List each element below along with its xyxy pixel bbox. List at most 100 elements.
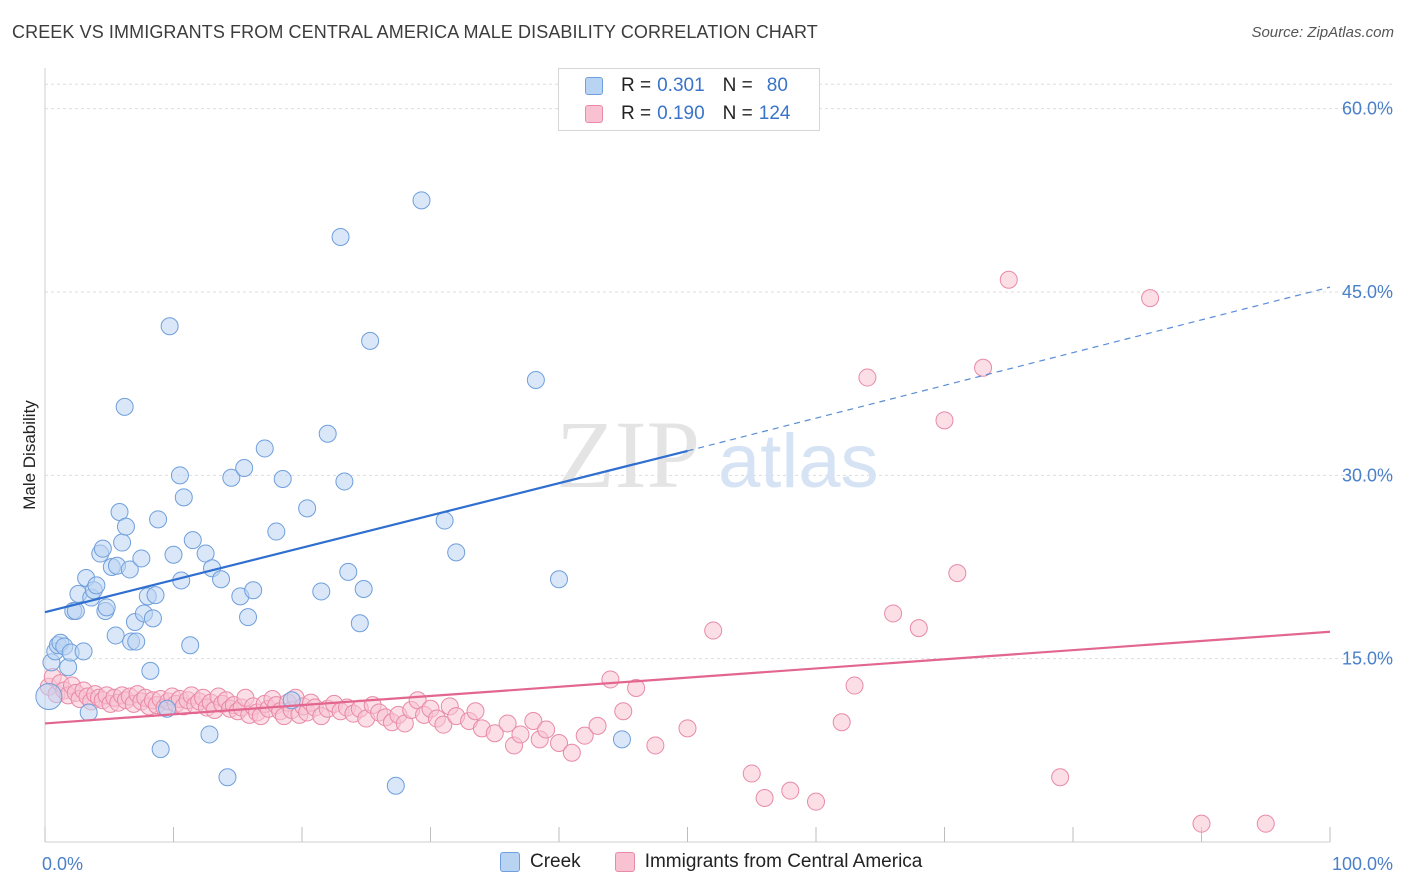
immigrants-point bbox=[511, 725, 530, 744]
immigrants-point bbox=[999, 270, 1018, 289]
immigrants-point bbox=[884, 604, 903, 623]
creek-point bbox=[318, 424, 337, 443]
creek-point bbox=[212, 570, 231, 589]
stats-legend: R = 0.301 N = 80 R = 0.190 N = 124 bbox=[558, 68, 820, 131]
creek-trend-line bbox=[44, 449, 688, 614]
immigrants-point bbox=[858, 368, 877, 387]
immigrants-point bbox=[948, 564, 967, 583]
creek-point bbox=[350, 614, 369, 633]
creek-point bbox=[526, 371, 545, 389]
immigrants-legend-swatch bbox=[614, 852, 635, 872]
y-axis-label: Male Disability bbox=[20, 400, 39, 510]
immigrants-point bbox=[909, 619, 928, 638]
creek-point bbox=[239, 608, 258, 627]
creek-point bbox=[151, 740, 170, 759]
creek-points bbox=[35, 191, 631, 795]
creek-point bbox=[244, 581, 263, 600]
creek-point bbox=[158, 699, 177, 718]
creek-point bbox=[386, 776, 405, 795]
creek-point bbox=[312, 582, 331, 601]
y-tick-labels: 15.0% 30.0% 45.0% 60.0% bbox=[1342, 99, 1393, 669]
immigrants-point bbox=[742, 764, 761, 783]
immigrants-legend-label: Immigrants from Central America bbox=[644, 851, 923, 872]
immigrants-point bbox=[781, 781, 800, 800]
immigrants-swatch bbox=[585, 105, 603, 123]
creek-point bbox=[93, 539, 112, 558]
series-legend: Creek Immigrants from Central America bbox=[500, 851, 922, 873]
creek-point bbox=[141, 661, 160, 680]
creek-point bbox=[181, 636, 200, 655]
creek-point bbox=[435, 511, 454, 530]
immigrants-point bbox=[588, 716, 607, 735]
creek-point bbox=[298, 499, 317, 518]
legend-n-value: 80 bbox=[766, 75, 788, 96]
creek-point bbox=[183, 531, 202, 550]
watermark: ZIP atlas bbox=[556, 401, 879, 508]
creek-swatch bbox=[585, 77, 603, 95]
creek-point bbox=[132, 549, 151, 568]
chart-source: Source: ZipAtlas.com bbox=[1251, 24, 1394, 41]
immigrants-point bbox=[575, 726, 594, 745]
legend-n-label: N = bbox=[722, 103, 753, 124]
creek-point bbox=[74, 642, 93, 661]
immigrants-point bbox=[678, 719, 697, 738]
creek-point bbox=[335, 472, 354, 491]
creek-point bbox=[339, 562, 358, 581]
axis-layer bbox=[44, 68, 1331, 843]
creek-point bbox=[361, 331, 380, 350]
x-tick-label: 0.0% bbox=[42, 854, 83, 874]
creek-point bbox=[97, 598, 116, 617]
creek-point bbox=[235, 459, 254, 477]
watermark-atlas: atlas bbox=[718, 419, 879, 504]
creek-point bbox=[79, 703, 98, 722]
chart-title: CREEK VS IMMIGRANTS FROM CENTRAL AMERICA… bbox=[12, 22, 818, 42]
immigrants-point bbox=[974, 358, 993, 377]
immigrants-point bbox=[627, 679, 646, 697]
creek-point bbox=[116, 517, 135, 536]
immigrants-point bbox=[498, 714, 517, 733]
creek-point bbox=[160, 317, 179, 336]
creek-point bbox=[164, 545, 183, 564]
creek-point bbox=[113, 533, 132, 552]
grid-layer bbox=[45, 83, 1395, 660]
immigrants-point bbox=[1141, 289, 1160, 308]
immigrants-point bbox=[614, 702, 633, 721]
immigrants-point bbox=[1192, 814, 1211, 833]
creek-trend-extension bbox=[687, 286, 1331, 452]
legend-r-label: R = bbox=[621, 103, 652, 124]
creek-point bbox=[255, 439, 274, 458]
creek-point bbox=[174, 488, 193, 507]
immigrants-point bbox=[485, 724, 504, 743]
immigrants-point bbox=[845, 676, 864, 695]
y-tick-label: 30.0% bbox=[1342, 465, 1393, 485]
creek-legend-label: Creek bbox=[530, 851, 581, 872]
immigrants-trend-line bbox=[44, 630, 1331, 725]
immigrants-point bbox=[935, 411, 954, 430]
y-tick-label: 45.0% bbox=[1342, 282, 1393, 302]
immigrants-point bbox=[601, 670, 620, 689]
creek-point bbox=[106, 626, 125, 645]
trend-lines bbox=[44, 286, 1331, 725]
legend-r-value: 0.190 bbox=[657, 103, 705, 124]
creek-legend-swatch bbox=[500, 852, 520, 872]
immigrants-points bbox=[39, 270, 1275, 833]
immigrants-point bbox=[524, 712, 543, 730]
creek-point bbox=[222, 468, 241, 487]
creek-point bbox=[218, 768, 237, 787]
legend-row-creek: R = 0.301 N = 80 bbox=[585, 73, 788, 99]
creek-point bbox=[146, 586, 165, 605]
creek-point bbox=[120, 560, 139, 579]
legend-n-value: 124 bbox=[758, 103, 791, 124]
legend-row-immigrants: R = 0.190 N = 124 bbox=[585, 101, 790, 127]
creek-point bbox=[143, 609, 162, 628]
immigrants-point bbox=[550, 734, 568, 752]
x-tick-labels: 0.0% 100.0% bbox=[42, 854, 1393, 874]
immigrants-point bbox=[704, 621, 723, 640]
immigrants-point bbox=[807, 792, 825, 811]
creek-point bbox=[412, 191, 431, 210]
creek-point bbox=[354, 580, 373, 598]
creek-point bbox=[273, 470, 292, 488]
creek-point bbox=[447, 543, 466, 562]
creek-point bbox=[550, 570, 568, 589]
